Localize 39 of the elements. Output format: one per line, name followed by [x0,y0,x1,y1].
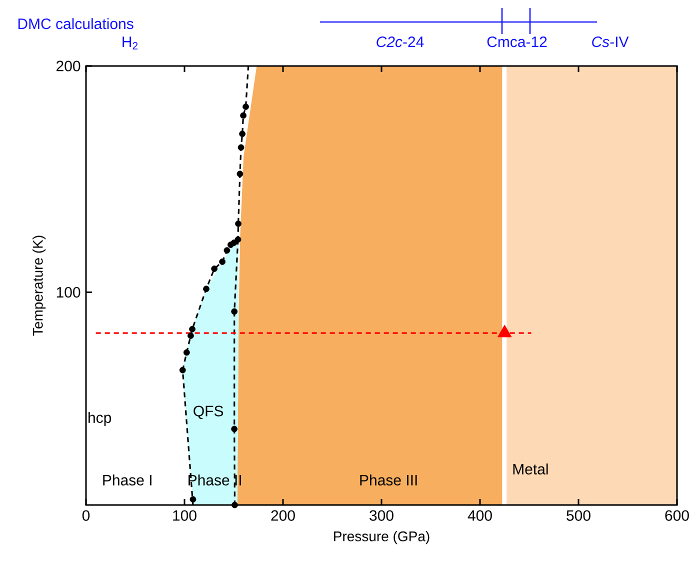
x-axis-title: Pressure (GPa) [334,531,430,544]
point [231,308,238,315]
point [203,286,210,292]
text: H$_{2}$ [122,36,138,50]
x-tick-label: 400 [468,510,492,521]
point [236,170,244,178]
annotation: QFS [194,406,224,420]
text: DMC calculations [18,18,134,30]
point [238,144,244,151]
annotation: hcp [88,412,112,426]
x-tick-label: 0 [82,510,90,521]
point [179,366,186,374]
annotation: Phase I [103,474,152,486]
point [235,220,242,227]
point [228,242,234,248]
x-tick-label: 300 [370,510,394,521]
text: Cmca-12 [487,36,547,48]
point [231,426,238,432]
point [190,496,196,503]
x-tick-label: 500 [566,510,590,521]
text: Cs-IV [592,36,629,48]
point [240,112,247,119]
point [211,266,218,272]
annotation: Metal [513,463,548,475]
x-tick-label: 100 [173,510,196,521]
point [242,104,249,110]
point [239,130,246,138]
point [224,247,230,254]
y-axis-title: Temperature (K) [32,236,46,336]
text: C2c-24 [376,36,424,48]
point [219,258,226,265]
point [188,332,194,339]
point [189,326,196,332]
point [232,502,238,508]
point [234,236,242,243]
point [183,349,190,356]
x-tick-label: 200 [271,510,295,521]
annotation: Phase III [360,474,417,486]
x-tick-label: 600 [665,510,689,521]
